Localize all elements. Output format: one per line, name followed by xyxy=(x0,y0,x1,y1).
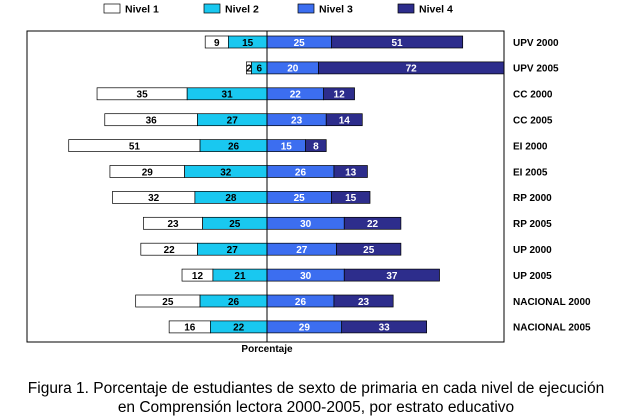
data-label-7-nivel-1: 32 xyxy=(148,193,160,204)
data-label-5-nivel-3: 15 xyxy=(281,141,293,152)
data-label-2-nivel-2: 6 xyxy=(256,64,262,75)
data-label-1-nivel-2: 15 xyxy=(242,38,254,49)
data-label-3-nivel-1: 35 xyxy=(137,90,149,101)
data-label-11-nivel-3: 26 xyxy=(295,297,307,308)
data-label-6-nivel-3: 26 xyxy=(295,167,307,178)
bar-12-nivel-4 xyxy=(341,320,427,334)
legend-swatch-2 xyxy=(203,3,221,14)
legend-swatch-1 xyxy=(103,3,121,14)
data-label-11-nivel-4: 23 xyxy=(358,297,370,308)
data-label-2-nivel-4: 72 xyxy=(406,64,418,75)
bar-11-nivel-4 xyxy=(333,294,394,308)
category-label-12: NACIONAL 2005 xyxy=(513,323,591,334)
category-label-11: NACIONAL 2000 xyxy=(513,297,591,308)
data-label-8-nivel-2: 25 xyxy=(229,219,241,230)
diverging-bar-chart: Nivel 1 Nivel 2 Nivel 3 Nivel 4 9 15 25 51 UPV 2… xyxy=(26,3,591,355)
bar-5-nivel-4 xyxy=(305,139,327,152)
legend-label-3: Nivel 3 xyxy=(319,4,353,16)
data-label-2-nivel-3: 20 xyxy=(287,64,299,75)
data-label-11-nivel-1: 25 xyxy=(162,297,174,308)
data-label-9-nivel-4: 25 xyxy=(363,245,375,256)
category-label-10: UP 2005 xyxy=(513,271,552,282)
data-label-7-nivel-3: 25 xyxy=(294,193,306,204)
data-label-5-nivel-2: 26 xyxy=(228,141,240,152)
caption-line-1: Figura 1. Porcentaje de estudiantes de s… xyxy=(27,380,605,397)
legend-label-2: Nivel 2 xyxy=(225,4,259,16)
category-label-4: CC 2005 xyxy=(513,116,553,127)
bar-2-nivel-4 xyxy=(318,61,505,75)
bar-3-nivel-4 xyxy=(323,87,355,101)
data-label-11-nivel-2: 26 xyxy=(228,297,240,308)
data-label-7-nivel-2: 28 xyxy=(225,193,237,204)
data-label-1-nivel-3: 25 xyxy=(294,38,306,49)
bar-7-nivel-4 xyxy=(331,191,371,204)
category-label-7: RP 2000 xyxy=(513,193,552,204)
caption-line-2: en Comprensión lectora 2000-2005, por es… xyxy=(117,399,515,416)
plot-frame xyxy=(26,30,505,343)
data-label-9-nivel-2: 27 xyxy=(227,245,239,256)
category-label-3: CC 2000 xyxy=(513,90,553,101)
data-label-10-nivel-1: 12 xyxy=(192,271,204,282)
data-label-8-nivel-4: 22 xyxy=(367,219,379,230)
data-label-4-nivel-4: 14 xyxy=(339,116,351,127)
data-label-5-nivel-4: 8 xyxy=(313,141,319,152)
data-label-9-nivel-3: 27 xyxy=(296,245,308,256)
data-label-1-nivel-1: 9 xyxy=(214,38,220,49)
data-label-6-nivel-2: 32 xyxy=(220,167,232,178)
data-label-3-nivel-3: 22 xyxy=(290,90,302,101)
bar-4-nivel-4 xyxy=(325,113,363,127)
data-label-12-nivel-3: 29 xyxy=(299,323,311,334)
category-label-2: UPV 2005 xyxy=(513,64,559,75)
data-label-7-nivel-4: 15 xyxy=(345,193,357,204)
data-label-8-nivel-3: 30 xyxy=(300,219,312,230)
category-label-9: UP 2000 xyxy=(513,245,552,256)
data-label-10-nivel-3: 30 xyxy=(300,271,312,282)
data-label-10-nivel-2: 21 xyxy=(234,271,246,282)
category-label-1: UPV 2000 xyxy=(513,38,559,49)
data-label-4-nivel-2: 27 xyxy=(227,116,239,127)
data-label-4-nivel-1: 36 xyxy=(146,116,158,127)
bar-9-nivel-4 xyxy=(336,242,402,256)
x-axis-label: Porcentaje xyxy=(241,344,293,355)
bar-6-nivel-4 xyxy=(333,165,368,178)
legend-swatch-3 xyxy=(297,3,315,14)
data-label-12-nivel-2: 22 xyxy=(233,323,245,334)
category-label-6: EI 2005 xyxy=(513,167,548,178)
legend-label-1: Nivel 1 xyxy=(125,4,159,16)
category-label-5: EI 2000 xyxy=(513,141,548,152)
bar-8-nivel-4 xyxy=(343,216,402,230)
data-label-9-nivel-1: 22 xyxy=(164,245,176,256)
data-label-2-nivel-1: 2 xyxy=(246,64,252,75)
data-label-8-nivel-1: 23 xyxy=(167,219,179,230)
data-label-12-nivel-1: 16 xyxy=(184,323,196,334)
data-label-6-nivel-1: 29 xyxy=(142,167,154,178)
data-label-6-nivel-4: 13 xyxy=(345,167,357,178)
data-label-5-nivel-1: 51 xyxy=(129,141,141,152)
data-label-3-nivel-2: 31 xyxy=(222,90,234,101)
category-label-8: RP 2005 xyxy=(513,219,552,230)
legend-swatch-4 xyxy=(397,3,415,14)
data-label-1-nivel-4: 51 xyxy=(391,38,403,49)
data-label-10-nivel-4: 37 xyxy=(386,271,398,282)
bar-10-nivel-4 xyxy=(343,268,440,282)
legend-label-4: Nivel 4 xyxy=(419,4,453,16)
figure-caption: Figura 1. Porcentaje de estudiantes de s… xyxy=(0,379,632,417)
bar-1-nivel-4 xyxy=(331,35,464,49)
data-label-12-nivel-4: 33 xyxy=(379,323,391,334)
data-label-3-nivel-4: 12 xyxy=(334,90,346,101)
data-label-4-nivel-3: 23 xyxy=(291,116,303,127)
